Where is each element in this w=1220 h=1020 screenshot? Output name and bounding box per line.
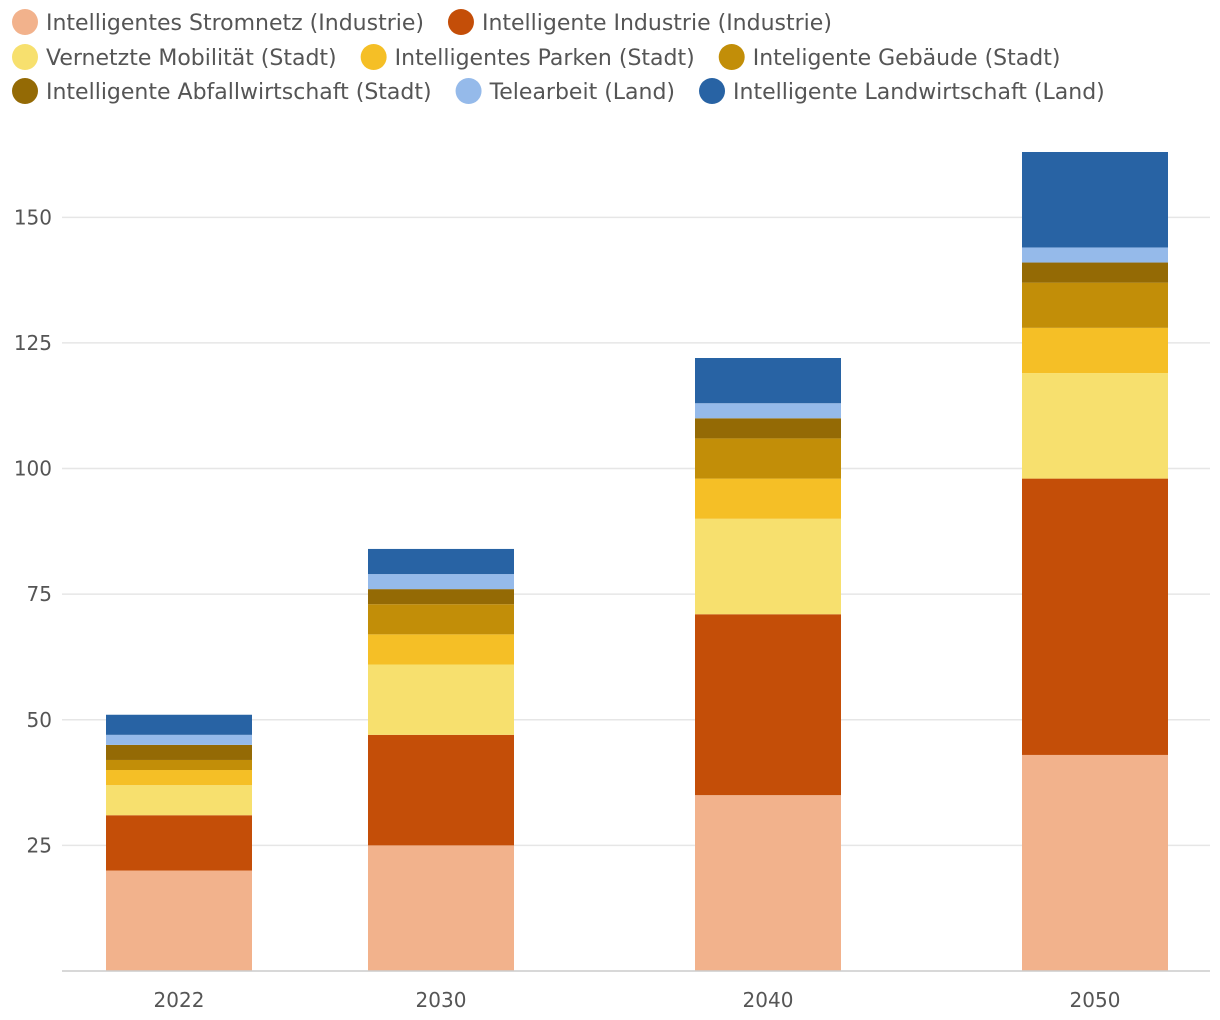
bar-segment xyxy=(1022,754,1168,971)
bar-segment xyxy=(1022,262,1168,283)
legend-label: Intelligente Landwirtschaft (Land) xyxy=(733,80,1105,105)
bar-segment xyxy=(695,795,841,971)
bar-stack-2040 xyxy=(695,358,841,971)
legend-item[interactable]: Intelligente Abfallwirtschaft (Stadt) xyxy=(12,78,432,105)
x-tick-label: 2030 xyxy=(416,988,467,1012)
bar-segment xyxy=(106,759,252,771)
bar-segment xyxy=(106,770,252,786)
legend-marker xyxy=(12,9,38,35)
legend-item[interactable]: Intelligentes Stromnetz (Industrie) xyxy=(12,9,424,36)
x-axis-ticks: 2022 2030 2040 2050 xyxy=(154,988,1121,1012)
bar-segment xyxy=(1022,478,1168,755)
bar-segment xyxy=(1022,282,1168,328)
bar-segment xyxy=(695,403,841,419)
bar-segment xyxy=(106,714,252,735)
bar-segment xyxy=(368,734,514,846)
bar-segment xyxy=(368,664,514,735)
bar-stack-2022 xyxy=(106,714,252,971)
bar-segment xyxy=(695,358,841,404)
bar-segment xyxy=(368,548,514,575)
legend-marker xyxy=(455,78,482,104)
legend-label: Intelligentes Stromnetz (Industrie) xyxy=(46,11,424,36)
legend-marker xyxy=(360,44,387,70)
y-tick-label: 125 xyxy=(14,331,52,355)
y-tick-label: 150 xyxy=(14,205,52,229)
bar-segment xyxy=(1022,327,1168,374)
bar-segment xyxy=(695,438,841,479)
x-tick-label: 2040 xyxy=(743,988,794,1012)
legend-label: Telearbeit (Land) xyxy=(489,80,675,105)
bar-segment xyxy=(695,418,841,439)
bar-segment xyxy=(695,518,841,615)
y-tick-label: 100 xyxy=(14,457,52,481)
legend-marker xyxy=(718,44,745,70)
bars xyxy=(106,152,1168,971)
y-tick-label: 50 xyxy=(27,708,52,732)
legend-label: Intelligente Abfallwirtschaft (Stadt) xyxy=(46,80,432,105)
bar-segment xyxy=(1022,152,1168,248)
legend-label: Inteligente Gebäude (Stadt) xyxy=(753,46,1061,71)
bar-segment xyxy=(106,785,252,816)
legend-label: Vernetzte Mobilität (Stadt) xyxy=(46,46,337,71)
gridlines xyxy=(62,216,1210,847)
bar-segment xyxy=(1022,373,1168,479)
x-tick-label: 2050 xyxy=(1070,988,1121,1012)
x-tick-label: 2022 xyxy=(154,988,205,1012)
bar-segment xyxy=(368,845,514,971)
legend-marker xyxy=(12,78,38,104)
bar-segment xyxy=(368,589,514,605)
bar-segment xyxy=(695,478,841,519)
legend-item[interactable]: Vernetzte Mobilität (Stadt) xyxy=(12,44,337,71)
bar-segment xyxy=(106,734,252,745)
y-tick-label: 25 xyxy=(27,833,52,857)
legend-item[interactable]: Intelligente Landwirtschaft (Land) xyxy=(699,78,1105,105)
bar-segment xyxy=(106,815,252,871)
bar-segment xyxy=(368,574,514,590)
bar-segment xyxy=(368,604,514,635)
legend-item[interactable]: Telearbeit (Land) xyxy=(455,78,675,105)
bar-segment xyxy=(1022,247,1168,263)
legend: Intelligentes Stromnetz (Industrie) Intel… xyxy=(12,9,1105,105)
bar-stack-2050 xyxy=(1022,152,1168,971)
legend-item[interactable]: Intelligente Industrie (Industrie) xyxy=(447,9,832,36)
legend-item[interactable]: Intelligentes Parken (Stadt) xyxy=(360,44,695,71)
bar-stack-2030 xyxy=(368,548,514,971)
bar-segment xyxy=(368,634,514,665)
legend-marker xyxy=(699,78,726,104)
bar-segment xyxy=(695,614,841,796)
bar-segment xyxy=(106,744,252,760)
legend-label: Intelligente Industrie (Industrie) xyxy=(482,11,832,36)
legend-marker xyxy=(12,44,38,70)
y-tick-label: 75 xyxy=(27,582,52,606)
legend-item[interactable]: Inteligente Gebäude (Stadt) xyxy=(718,44,1061,71)
legend-label: Intelligentes Parken (Stadt) xyxy=(395,46,695,71)
y-axis-ticks: 25 50 75 100 125 150 xyxy=(14,205,52,857)
bar-segment xyxy=(106,870,252,971)
legend-marker xyxy=(447,9,474,35)
